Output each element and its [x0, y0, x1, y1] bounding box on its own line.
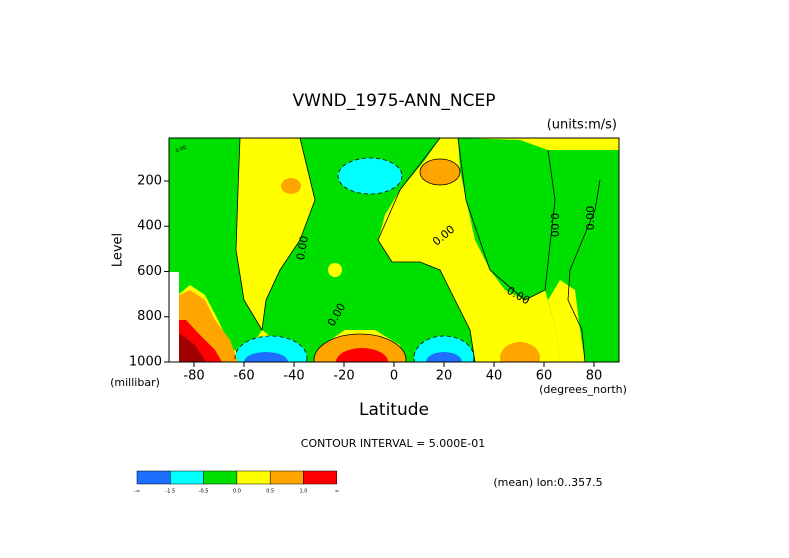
contour-fill	[169, 138, 262, 352]
x-tick-label: -20	[333, 369, 354, 384]
colorbar-label: 1.0	[300, 489, 308, 495]
x-tick-label: 60	[536, 369, 553, 384]
contour-fill	[420, 159, 460, 185]
x-tick-label: 40	[486, 369, 503, 384]
colorbar-label: -∞	[134, 489, 140, 495]
contour-line	[235, 138, 601, 362]
y-tick-label: 1000	[129, 355, 162, 370]
contour-line	[419, 158, 461, 186]
x-tick-label: 80	[586, 369, 603, 384]
contour-line	[313, 333, 407, 362]
contour-fill	[338, 158, 402, 194]
contour-fill	[262, 138, 475, 362]
y-axis-label: Level	[111, 233, 126, 267]
contour-label: 0.00	[548, 213, 561, 238]
colorbar-swatch	[203, 470, 238, 485]
x-tick-label: 20	[436, 369, 453, 384]
x-tick-label: 0	[390, 369, 398, 384]
x-tick-label: -40	[283, 369, 304, 384]
contour-fill	[568, 180, 619, 362]
colorbar-label: 0.5	[266, 489, 274, 495]
contour-field	[169, 138, 619, 362]
x-tick-label: -80	[183, 369, 204, 384]
colorbar-swatch	[269, 470, 304, 485]
contour-fill	[328, 263, 342, 277]
contour-fill	[548, 280, 585, 362]
colorbar-label: ∞	[335, 489, 339, 495]
colorbar-swatch	[303, 470, 338, 485]
contour-fill	[414, 336, 474, 362]
chart-subtitle: (units:m/s)	[547, 118, 617, 133]
contour-fill	[500, 342, 540, 362]
contour-fill	[281, 178, 301, 194]
contour-fill	[426, 352, 462, 362]
y-tick-label: 200	[137, 173, 162, 188]
y-tick-label: 800	[137, 309, 162, 324]
y-tick-label: 400	[137, 219, 162, 234]
colorbar-label: -1.5	[165, 489, 175, 495]
contour-interval: CONTOUR INTERVAL = 5.000E-01	[301, 437, 485, 450]
contour-label: 0.00	[175, 145, 188, 154]
contour-fill	[458, 138, 555, 300]
x-axis-units: (degrees_north)	[539, 383, 627, 396]
contour-line	[234, 335, 308, 362]
missing-data	[169, 272, 179, 362]
contour-label: 0.00	[294, 235, 311, 261]
colorbar-swatch	[170, 470, 204, 485]
colorbar-swatch	[136, 470, 171, 485]
colorbar-label: 0.0	[233, 489, 241, 495]
y-axis-units: (millibar)	[110, 376, 160, 389]
x-tick-label: -60	[233, 369, 254, 384]
contour-fill	[336, 348, 388, 362]
chart-title: VWND_1975-ANN_NCEP	[293, 91, 496, 111]
x-axis-label: Latitude	[359, 400, 429, 420]
contour-fill	[244, 352, 288, 362]
footnote: (mean) lon:0..357.5	[493, 476, 602, 489]
y-tick-label: 600	[137, 264, 162, 279]
contour-line	[413, 335, 475, 362]
contour-label: 0.00	[584, 206, 597, 231]
contour-line	[337, 157, 403, 195]
colorbar-label: -0.5	[199, 489, 209, 495]
colorbar-swatch	[236, 470, 271, 485]
